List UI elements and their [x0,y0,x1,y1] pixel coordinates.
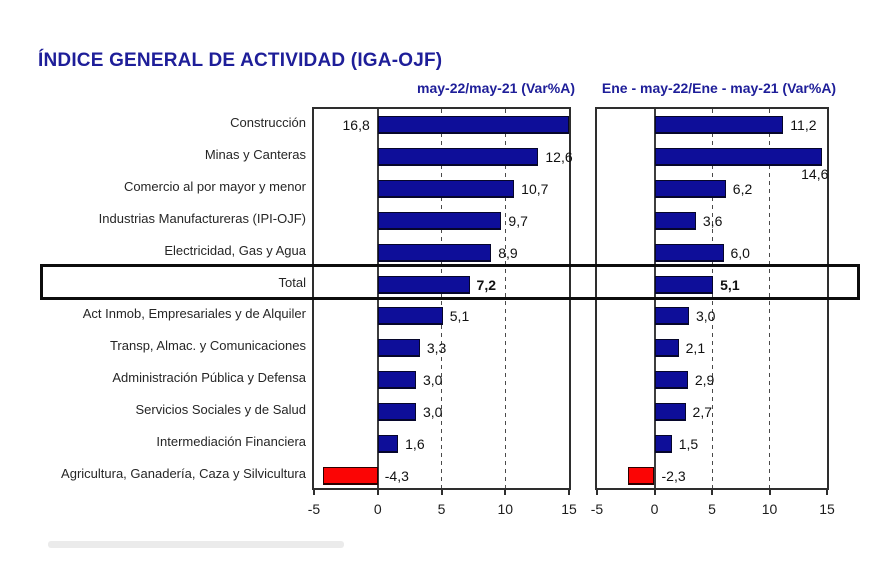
bar [654,147,823,166]
value-label: 5,1 [449,308,470,325]
x-axis-tick-label: 5 [708,501,716,517]
axis-tick-mark [711,490,713,495]
bar [377,307,443,326]
value-label: 2,9 [694,372,715,389]
value-label: -2,3 [661,468,686,485]
axis-tick-mark [596,490,598,495]
value-label: 2,7 [692,404,713,421]
bar-negative [628,467,655,486]
x-axis-tick-label: -5 [307,501,321,517]
bar [377,339,420,358]
axis-tick-mark [313,490,315,495]
value-label: 3,0 [423,372,443,389]
bar [654,211,696,230]
category-label: Act Inmob, Empresariales y de Alquiler [82,306,306,322]
category-label: Construcción [230,114,306,130]
value-label: 6,2 [732,180,753,197]
x-axis-tick-label: 5 [437,501,446,517]
category-labels-column: Construcción Minas y Canteras Comercio al … [20,107,306,490]
bar [377,275,470,294]
panel-header-left: may-22/may-21 (Var%A) [417,80,575,96]
bar [377,147,539,166]
x-axis-left: -5 0 5 10 15 [308,490,577,519]
value-label: 8,9 [498,244,518,261]
x-axis-tick-label: -5 [590,501,604,517]
cropped-caption-remnant [48,541,344,548]
category-label: Agricultura, Ganadería, Caza y Silvicult… [61,466,306,482]
value-label: 5,1 [720,276,740,293]
value-label: 14,6 [801,165,829,182]
bar [654,243,724,262]
x-axis-tick-label: 15 [819,501,835,517]
bar-negative [322,467,378,486]
bar [377,243,492,262]
category-label: Minas y Canteras [204,146,306,162]
value-label: 16,8 [342,116,370,133]
bar [654,115,784,134]
category-label: Administración Pública y Defensa [112,370,306,386]
x-axis-tick-label: 10 [761,501,778,517]
value-label: 2,1 [685,340,706,357]
value-label: 1,5 [678,436,699,453]
category-label: Transp, Almac. y Comunicaciones [109,338,306,354]
category-label: Industrias Manufactureras (IPI-OJF) [98,210,306,226]
value-label: 10,7 [521,180,549,197]
bar [377,403,416,422]
category-label: Intermediación Financiera [156,434,306,450]
x-axis-tick-label: 0 [650,501,659,517]
bar [377,371,416,390]
value-label: 9,7 [508,212,528,229]
total-highlight-box [40,263,860,301]
axis-tick-mark [440,490,443,495]
axis-tick-mark [504,490,507,495]
bar [654,371,688,390]
category-label: Comercio al por mayor y menor [123,178,306,194]
axis-tick-mark [653,490,656,495]
axis-tick-mark [768,490,771,495]
chart-title: ÍNDICE GENERAL DE ACTIVIDAD (IGA-OJF) [38,50,443,71]
axis-tick-mark [376,490,379,495]
bar [377,179,515,198]
bar [654,403,686,422]
bar [654,275,714,294]
value-label: 1,6 [405,436,425,453]
x-axis-tick-label: 15 [561,501,577,517]
value-label: 3,0 [696,308,716,325]
axis-tick-mark [826,490,828,495]
axis-tick-mark [568,490,570,495]
x-axis-tick-label: 10 [497,501,514,517]
bar [654,435,672,454]
category-label: Electricidad, Gas y Agua [164,242,306,258]
value-label: 6,0 [730,244,750,261]
value-label: 3,0 [423,404,443,421]
x-axis-right: -5 0 5 10 15 [591,490,835,519]
bar [377,211,502,230]
bar [377,435,399,454]
value-label: 11,2 [790,116,817,133]
value-label: 7,2 [476,276,497,293]
category-label: Total [278,274,306,290]
value-label: 3,6 [702,212,723,229]
bar [377,115,569,134]
bar [654,179,726,198]
bar [654,339,679,358]
value-label: -4,3 [384,468,409,485]
category-label: Servicios Sociales y de Salud [135,402,306,418]
panel-header-right: Ene - may-22/Ene - may-21 (Var%A) [601,80,837,96]
value-label: 12,6 [545,148,573,165]
bar [654,307,689,326]
x-axis-tick-label: 0 [373,501,382,517]
value-label: 3,3 [426,340,447,357]
